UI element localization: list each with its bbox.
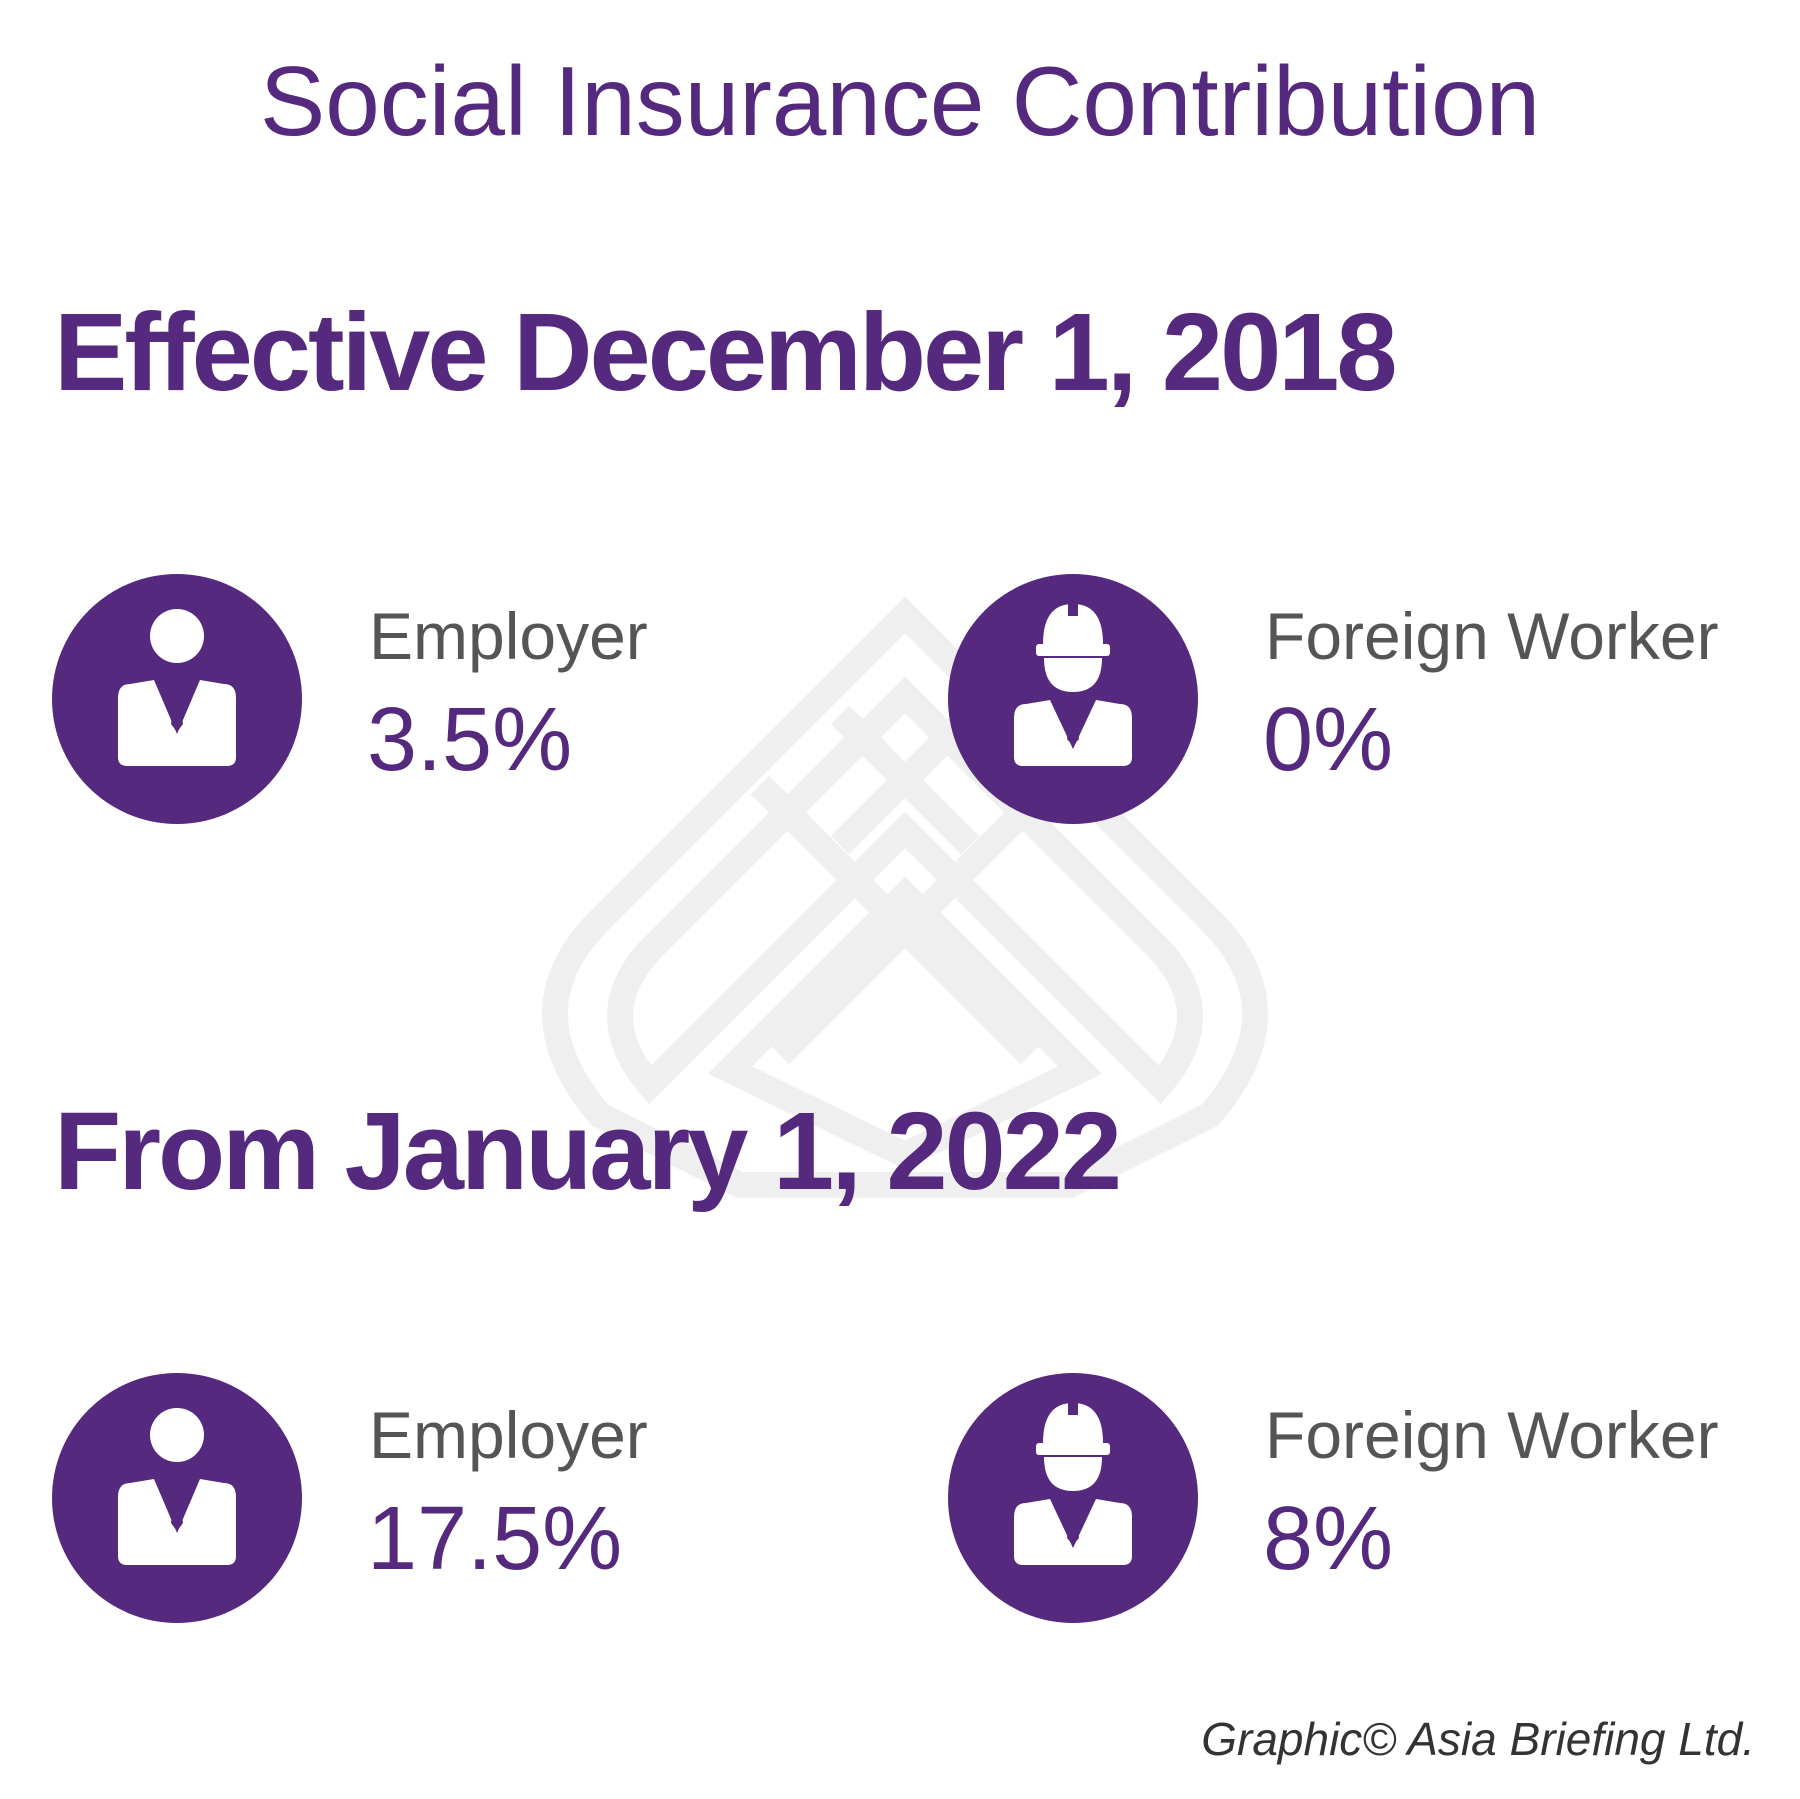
employer-card-2018: Employer 3.5%	[52, 574, 912, 834]
employer-card-2022: Employer 17.5%	[52, 1373, 912, 1633]
foreign-worker-label: Foreign Worker	[1265, 599, 1719, 673]
businessman-icon	[52, 1373, 302, 1623]
foreign-worker-label: Foreign Worker	[1265, 1398, 1719, 1472]
construction-worker-icon	[948, 574, 1198, 824]
section-heading-2022: From January 1, 2022	[54, 1090, 1122, 1213]
credit-line: Graphic© Asia Briefing Ltd.	[1201, 1713, 1755, 1765]
employer-label: Employer	[369, 599, 648, 673]
employer-rate: 3.5%	[367, 690, 573, 790]
section-heading-2018: Effective December 1, 2018	[54, 291, 1398, 414]
watermark-logo	[542, 596, 1268, 1198]
construction-worker-icon	[948, 1373, 1198, 1623]
employer-label: Employer	[369, 1398, 648, 1472]
foreign-worker-rate: 8%	[1263, 1489, 1394, 1589]
employer-rate: 17.5%	[367, 1489, 623, 1589]
foreign-worker-rate: 0%	[1263, 690, 1394, 790]
page-title: Social Insurance Contribution	[259, 46, 1541, 156]
foreign-worker-card-2022: Foreign Worker 8%	[948, 1373, 1800, 1633]
businessman-icon	[52, 574, 302, 824]
foreign-worker-card-2018: Foreign Worker 0%	[948, 574, 1800, 834]
